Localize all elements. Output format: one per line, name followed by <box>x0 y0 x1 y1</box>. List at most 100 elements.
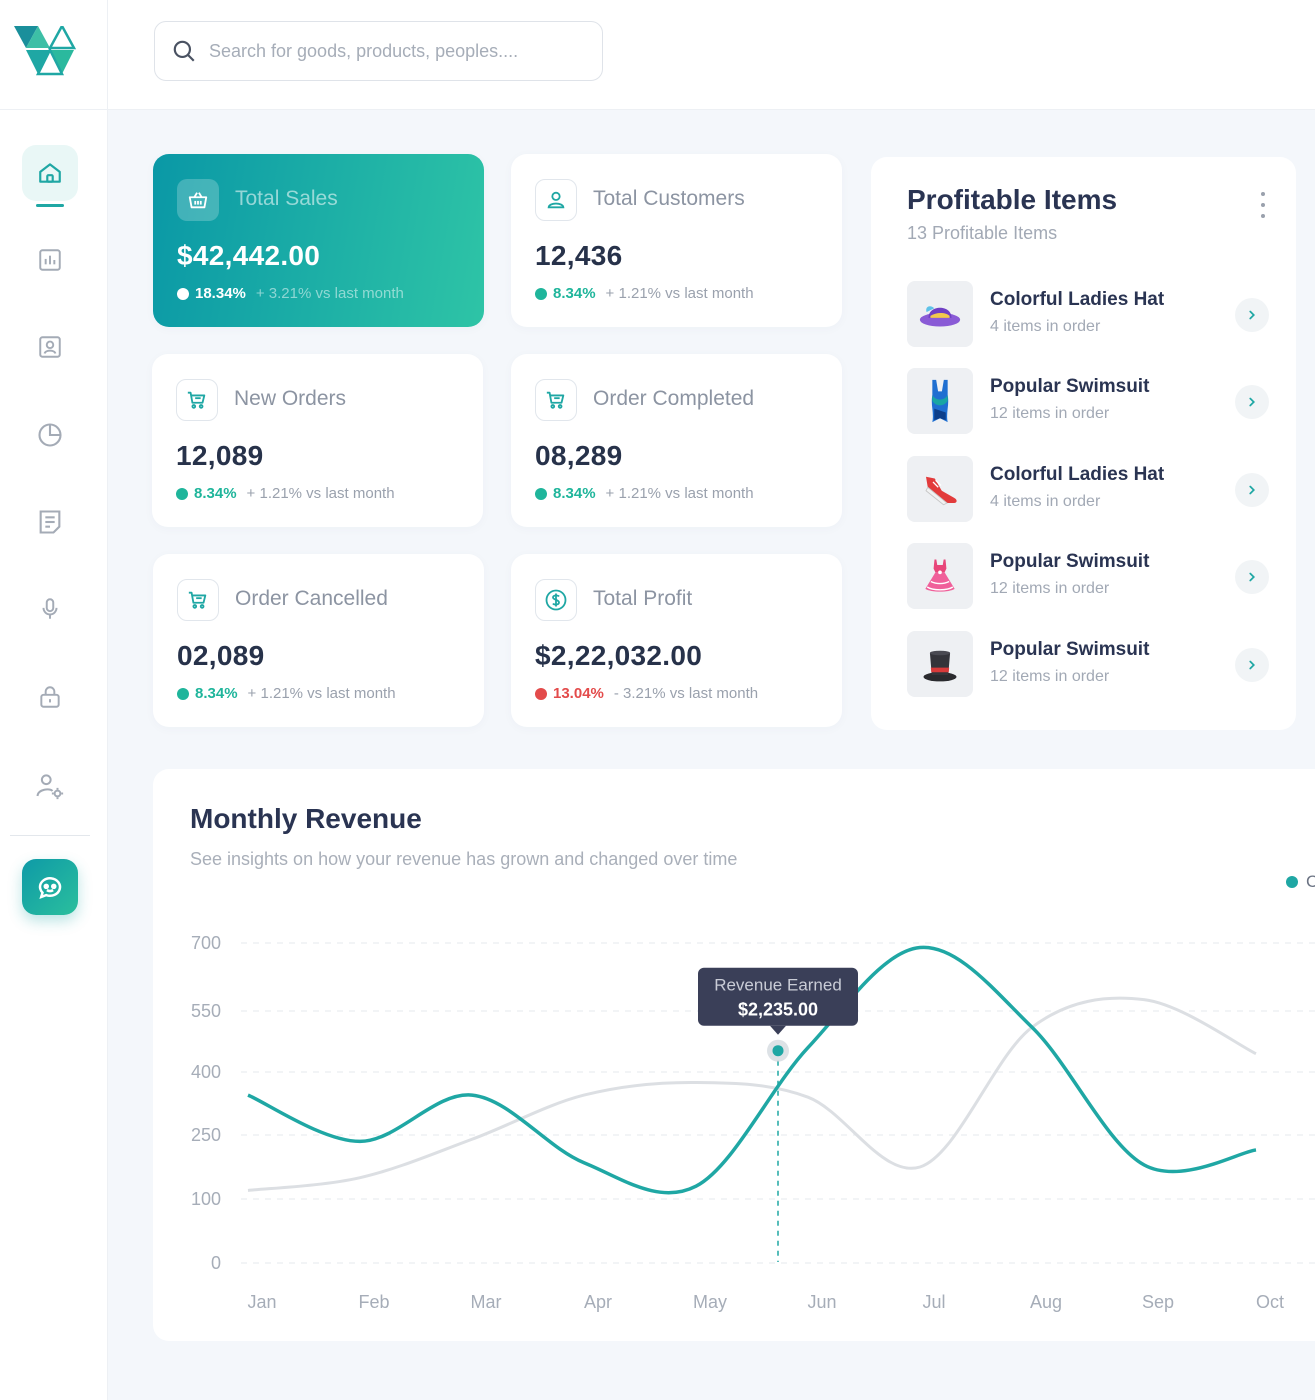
card-percent: 8.34% <box>553 285 596 302</box>
nav-documents[interactable] <box>22 494 78 550</box>
basket-icon <box>188 192 208 209</box>
list-item[interactable]: Popular Swimsuit 12 items in order <box>907 543 1271 609</box>
nav-dashboard[interactable] <box>22 145 78 207</box>
tooltip-label: Revenue Earned <box>714 976 842 995</box>
card-value: 02,089 <box>177 640 265 671</box>
microphone-icon <box>42 598 58 619</box>
dollar-icon <box>545 589 567 611</box>
card-compare: + 3.21% vs last month <box>255 285 404 302</box>
trend-up-icon <box>177 287 189 300</box>
highlight-point[interactable] <box>772 1045 784 1057</box>
x-tick-label: Jul <box>922 1292 945 1312</box>
item-count: 4 items in order <box>990 318 1101 335</box>
more-options-icon[interactable] <box>1259 192 1267 218</box>
y-tick-label: 250 <box>191 1125 221 1145</box>
search-icon <box>173 40 195 62</box>
list-item[interactable]: Popular Swimsuit 12 items in order <box>907 631 1271 697</box>
contact-card-icon <box>39 336 61 358</box>
nav-reports[interactable] <box>22 407 78 463</box>
card-order-cancelled[interactable]: Order Cancelled 02,089 8.34% + 1.21% vs … <box>153 554 484 727</box>
tooltip-value: $2,235.00 <box>738 1000 818 1020</box>
card-footer: 8.34% + 1.21% vs last month <box>177 685 396 702</box>
card-icon-box <box>176 379 218 421</box>
trend-up-icon <box>535 287 547 300</box>
card-value: $42,442.00 <box>177 240 321 271</box>
card-percent: 8.34% <box>194 485 237 502</box>
nav-analytics[interactable] <box>22 232 78 288</box>
item-name: Popular Swimsuit <box>990 639 1150 660</box>
card-compare: + 1.21% vs last month <box>605 485 754 502</box>
list-item[interactable]: Popular Swimsuit 12 items in order <box>907 368 1271 434</box>
card-title: Order Completed <box>593 387 755 410</box>
card-compare: + 1.21% vs last month <box>246 485 395 502</box>
list-item[interactable]: Colorful Ladies Hat 4 items in order <box>907 456 1271 522</box>
chevron-right-icon[interactable] <box>1235 648 1269 682</box>
card-percent: 18.34% <box>195 285 246 302</box>
card-icon-box <box>535 379 577 421</box>
nav-contacts[interactable] <box>22 319 78 375</box>
sidebar <box>0 0 108 1400</box>
logo-area <box>0 0 108 110</box>
chat-bot-button[interactable] <box>22 859 78 915</box>
bar-chart-icon <box>39 249 61 271</box>
item-count: 12 items in order <box>990 405 1110 422</box>
chevron-right-icon[interactable] <box>1235 298 1269 332</box>
profitable-items-panel: Profitable Items 13 Profitable Items Col… <box>871 157 1296 730</box>
legend-label: C <box>1306 872 1315 891</box>
document-icon <box>39 510 61 534</box>
trend-up-icon <box>176 487 188 500</box>
item-name: Popular Swimsuit <box>990 376 1150 397</box>
brand-logo[interactable] <box>14 26 86 76</box>
card-new-orders[interactable]: New Orders 12,089 8.34% + 1.21% vs last … <box>152 354 483 527</box>
lock-icon <box>40 686 60 708</box>
y-tick-label: 700 <box>191 933 221 953</box>
card-footer: 8.34% + 1.21% vs last month <box>176 485 395 502</box>
nav-security[interactable] <box>22 669 78 725</box>
card-title: Order Cancelled <box>235 587 388 610</box>
x-tick-label: Apr <box>584 1292 612 1312</box>
card-value: 12,436 <box>535 240 623 271</box>
item-thumbnail <box>907 543 973 609</box>
item-thumbnail <box>907 631 973 697</box>
card-order-completed[interactable]: Order Completed 08,289 8.34% + 1.21% vs … <box>511 354 842 527</box>
x-tick-label: Aug <box>1030 1292 1062 1312</box>
dress-icon <box>925 559 955 592</box>
card-total-sales[interactable]: Total Sales $42,442.00 18.34% + 3.21% vs… <box>153 154 484 327</box>
card-footer: 8.34% + 1.21% vs last month <box>535 285 754 302</box>
item-name: Popular Swimsuit <box>990 551 1150 572</box>
y-tick-label: 0 <box>211 1253 221 1273</box>
chevron-right-icon[interactable] <box>1235 473 1269 507</box>
chevron-right-icon[interactable] <box>1235 560 1269 594</box>
trend-down-icon <box>535 687 547 700</box>
card-value: 08,289 <box>535 440 623 471</box>
legend-dot <box>1286 876 1298 888</box>
x-tick-label: May <box>693 1292 727 1312</box>
card-footer: 8.34% + 1.21% vs last month <box>535 485 754 502</box>
card-total-profit[interactable]: Total Profit $2,22,032.00 13.04% - 3.21%… <box>511 554 842 727</box>
card-value: $2,22,032.00 <box>535 640 703 671</box>
card-compare: + 1.21% vs last month <box>247 685 396 702</box>
search-input[interactable] <box>209 40 589 62</box>
chat-bot-icon <box>38 877 62 900</box>
revenue-title: Monthly Revenue <box>190 803 422 834</box>
list-item[interactable]: Colorful Ladies Hat 4 items in order <box>907 281 1271 347</box>
cart-icon <box>187 391 206 409</box>
search-box[interactable] <box>154 21 603 81</box>
nav-voice[interactable] <box>22 581 78 637</box>
card-title: Total Sales <box>235 187 338 210</box>
revenue-line-chart[interactable]: 0 100 250 400 550 700 Jan Feb Mar Apr May Jun Jul Au… <box>153 900 1315 1320</box>
swimsuit-icon <box>931 379 949 423</box>
y-tick-label: 100 <box>191 1189 221 1209</box>
cart-icon <box>188 591 207 609</box>
card-icon-box <box>177 579 219 621</box>
panel-subtitle: 13 Profitable Items <box>907 223 1058 243</box>
x-tick-label: Oct <box>1256 1292 1284 1312</box>
card-total-customers[interactable]: Total Customers 12,436 8.34% + 1.21% vs … <box>511 154 842 327</box>
chart-legend[interactable]: C <box>1286 872 1315 892</box>
nav-user-settings[interactable] <box>22 758 78 814</box>
x-tick-label: Jan <box>247 1292 276 1312</box>
chevron-right-icon[interactable] <box>1235 385 1269 419</box>
item-count: 12 items in order <box>990 580 1110 597</box>
y-tick-label: 400 <box>191 1062 221 1082</box>
series-line-secondary <box>247 996 1257 1192</box>
